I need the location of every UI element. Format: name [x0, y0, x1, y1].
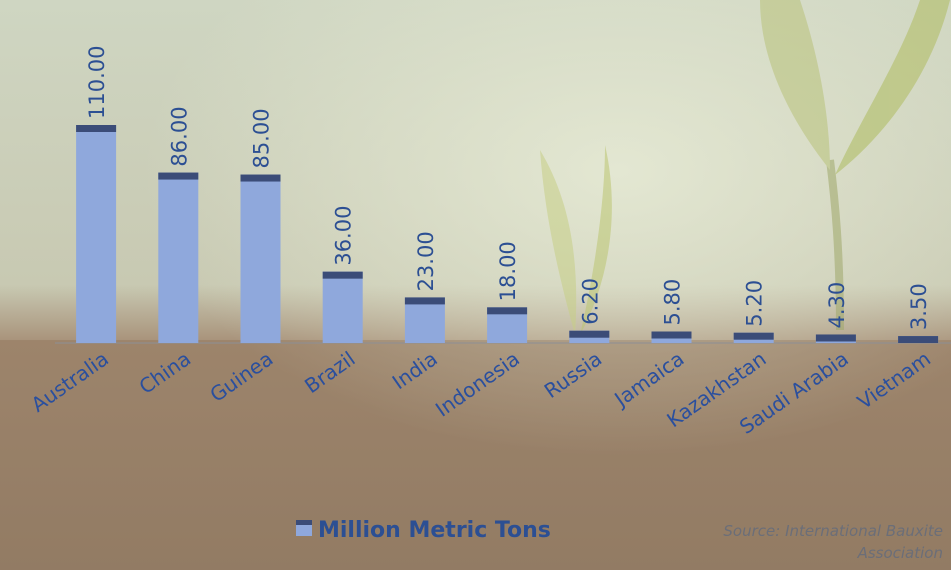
bar [322, 271, 363, 343]
bar-cap [569, 330, 610, 338]
soil [0, 340, 951, 570]
plant-decoration [540, 0, 950, 335]
value-label: 110.00 [85, 46, 109, 119]
bar [240, 174, 281, 343]
source-note: Source: International Bauxite Associatio… [723, 522, 943, 562]
bar [76, 125, 117, 343]
legend-marker-cap [296, 520, 312, 525]
bar-cap [815, 334, 856, 342]
value-label: 4.30 [825, 282, 849, 329]
value-label: 18.00 [496, 241, 520, 301]
bar-cap [404, 297, 445, 305]
bar-cap [487, 307, 528, 315]
value-label: 85.00 [250, 108, 274, 168]
bar-cap [733, 332, 774, 340]
value-label: 3.50 [907, 283, 931, 330]
value-label: 5.20 [743, 280, 767, 327]
bar-cap [651, 331, 692, 339]
bar-cap [76, 125, 117, 132]
bar-cap [240, 174, 281, 182]
value-label: 6.20 [578, 278, 602, 325]
bar-cap [158, 172, 199, 180]
value-label: 5.80 [661, 279, 685, 326]
bar-cap [322, 271, 363, 279]
bar [404, 297, 445, 343]
value-label: 36.00 [332, 206, 356, 266]
bar [158, 172, 199, 343]
bar-cap [898, 336, 939, 343]
legend-label: Million Metric Tons [318, 518, 551, 543]
value-label: 86.00 [167, 106, 191, 166]
value-label: 23.00 [414, 231, 438, 291]
